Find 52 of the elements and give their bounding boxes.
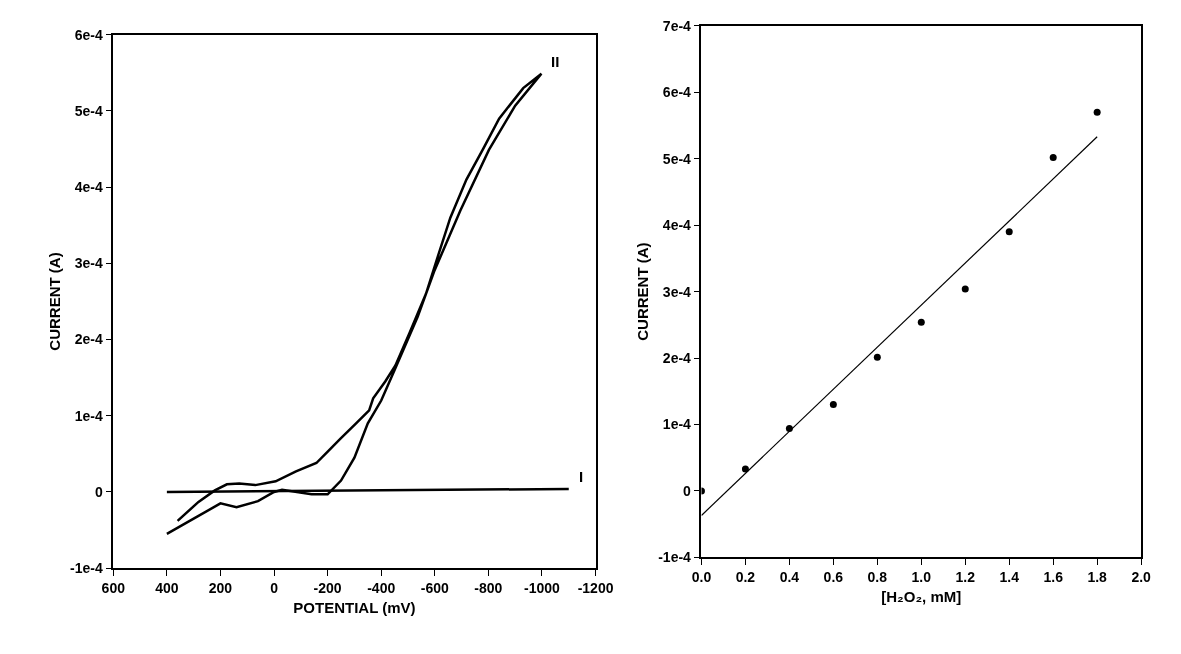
x-tick-label: 1.2 — [955, 568, 976, 585]
x-tick-label: 1.6 — [1043, 568, 1064, 585]
y-tick-label: 3e-4 — [662, 283, 692, 300]
point — [1005, 228, 1013, 236]
point — [829, 401, 837, 409]
x-tick-label: -1000 — [524, 579, 561, 596]
y-axis-title: CURRENT (A) — [45, 252, 63, 351]
y-tick-label: 7e-4 — [662, 17, 692, 34]
y-tick-label: 6e-4 — [662, 84, 692, 101]
x-tick-label: 1.4 — [999, 568, 1020, 585]
y-tick-label: 4e-4 — [662, 217, 692, 234]
y-axis-title: CURRENT (A) — [633, 242, 651, 341]
point — [1093, 108, 1101, 116]
x-tick-label: 0.2 — [735, 568, 756, 585]
point — [961, 285, 969, 293]
x-axis-title: POTENTIAL (mV) — [293, 599, 416, 617]
point — [917, 318, 925, 326]
point — [741, 465, 749, 473]
x-tick-label: 200 — [208, 579, 233, 596]
x-tick-label: 400 — [155, 579, 179, 596]
series-label: I — [579, 468, 584, 485]
y-tick-label: 2e-4 — [662, 349, 692, 366]
x-tick-label: -200 — [313, 579, 342, 596]
y-tick-label: 0 — [94, 483, 103, 500]
y-tick-label: -1e-4 — [70, 560, 103, 577]
x-tick-label: 0.8 — [867, 568, 888, 585]
x-tick-label: -1200 — [577, 579, 614, 596]
x-tick-label: 1.8 — [1087, 568, 1108, 585]
x-axis-title: [H₂O₂, mM] — [881, 588, 962, 606]
y-tick-label: 4e-4 — [74, 179, 103, 196]
x-tick-label: 0.4 — [779, 568, 800, 585]
y-tick-label: -1e-4 — [658, 549, 692, 566]
x-tick-label: -800 — [474, 579, 503, 596]
point — [873, 353, 881, 361]
x-tick-label: -600 — [420, 579, 450, 596]
y-tick-label: 0 — [683, 482, 692, 499]
series-label: II — [551, 53, 560, 70]
y-tick-label: 2e-4 — [74, 331, 103, 348]
x-tick-label: 0.6 — [823, 568, 844, 585]
y-tick-label: 1e-4 — [662, 416, 692, 433]
x-tick-label: 0.0 — [691, 568, 712, 585]
y-tick-label: 3e-4 — [74, 255, 103, 272]
x-tick-label: 600 — [101, 579, 126, 596]
y-tick-label: 6e-4 — [74, 26, 103, 43]
y-tick-label: 5e-4 — [662, 150, 692, 167]
x-tick-label: 1.0 — [911, 568, 932, 585]
y-tick-label: 5e-4 — [74, 102, 103, 119]
y-tick-label: 1e-4 — [74, 407, 103, 424]
x-tick-label: 2.0 — [1131, 568, 1152, 585]
point — [1049, 153, 1057, 161]
x-tick-label: 0 — [270, 579, 279, 596]
x-tick-label: -400 — [367, 579, 396, 596]
